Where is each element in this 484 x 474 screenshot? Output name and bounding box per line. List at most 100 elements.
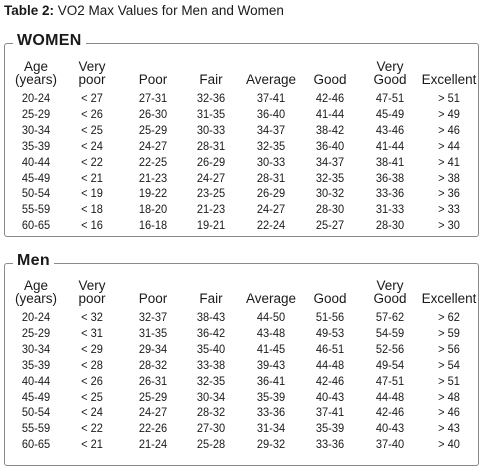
men-cell-4-1: < 26	[81, 373, 103, 388]
women-header-7-line-0: Excellent	[421, 72, 477, 87]
women-cell-3-4: 32-35	[256, 138, 286, 153]
men-cell-3-1: < 28	[81, 357, 103, 372]
women-cell-6-7: > 36	[438, 186, 460, 201]
women-cell-3-2: 24-27	[138, 138, 168, 153]
women-header-5: Good	[300, 73, 360, 87]
women-cell-0-6: 47-51	[375, 91, 405, 105]
men-cell-0-1: < 32	[81, 310, 103, 324]
men-cell-7-5: 35-39	[315, 421, 345, 436]
men-cell-7-6: 40-43	[375, 421, 405, 436]
women-cell-5-7: > 38	[438, 170, 460, 185]
men-header-7: Excellent	[419, 291, 479, 306]
men-header-7-line-0: Excellent	[421, 291, 477, 306]
men-cell-2-2: 29-34	[138, 341, 168, 356]
men-cell-3-4: 39-43	[256, 357, 286, 372]
men-cell-4-4: 36-41	[256, 373, 286, 388]
men-cell-5-6: 44-48	[375, 389, 405, 404]
women-header-4-line-0: Average	[245, 72, 297, 87]
women-cell-4-5: 34-37	[315, 154, 345, 169]
men-cell-5-7: > 48	[438, 389, 460, 404]
women-cell-2-3: 30-33	[196, 122, 226, 137]
men-cell-3-2: 28-32	[138, 357, 168, 372]
women-cell-4-1: < 22	[81, 154, 103, 169]
men-cell-1-1: < 31	[81, 325, 103, 340]
men-cell-0-3: 38-43	[196, 310, 226, 324]
men-cell-0-2: 32-37	[138, 310, 168, 324]
women-cell-0-7: > 51	[438, 91, 460, 105]
men-header-4: Average	[241, 292, 301, 306]
men-header-0-line-1: (years)	[14, 291, 57, 306]
men-header-0-line-0: Age	[23, 278, 49, 293]
men-cell-8-3: 25-28	[196, 437, 226, 452]
men-cell-1-2: 31-35	[138, 325, 168, 340]
caption-label: Table 2:	[4, 3, 55, 18]
women-cell-4-4: 30-33	[256, 154, 286, 169]
women-cell-3-3: 28-31	[196, 138, 226, 153]
men-cell-2-6: 52-56	[375, 341, 405, 356]
women-header-1: Very poor	[62, 60, 122, 87]
women-cell-7-3: 21-23	[196, 202, 226, 217]
women-cell-8-2: 16-18	[138, 218, 168, 233]
women-cell-2-2: 25-29	[138, 122, 168, 137]
women-cell-6-6: 33-36	[375, 186, 405, 201]
men-cell-1-0: 25-29	[21, 325, 51, 340]
men-header-2-line-0: Poor	[138, 291, 168, 306]
men-cell-2-7: > 56	[438, 341, 460, 356]
women-cell-0-5: 42-46	[315, 91, 345, 105]
men-cell-2-1: < 29	[81, 341, 103, 356]
men-cell-8-2: 21-24	[138, 437, 168, 452]
men-header-5: Good	[300, 291, 360, 306]
women-cell-0-2: 27-31	[138, 91, 168, 105]
women-cell-4-3: 26-29	[196, 154, 226, 169]
women-cell-2-4: 34-37	[256, 122, 286, 137]
men-cell-2-3: 35-40	[196, 341, 226, 356]
men-cell-0-4: 44-50	[256, 310, 286, 324]
women-cell-3-5: 36-40	[315, 138, 345, 153]
women-cell-4-0: 40-44	[21, 154, 51, 169]
men-cell-5-1: < 25	[81, 389, 103, 404]
men-cell-1-5: 49-53	[315, 325, 345, 340]
men-cell-5-2: 25-29	[138, 389, 168, 404]
women-cell-6-4: 26-29	[256, 186, 286, 201]
men-cell-3-6: 49-54	[375, 357, 405, 372]
men-header-5-line-0: Good	[313, 291, 347, 306]
men-cell-4-2: 26-31	[138, 373, 168, 388]
women-cell-5-3: 24-27	[196, 170, 226, 185]
men-header-1: Very poor	[62, 279, 122, 306]
women-cell-3-6: 41-44	[375, 138, 405, 153]
women-cell-5-2: 21-23	[138, 170, 168, 185]
men-cell-1-3: 36-42	[196, 325, 226, 340]
men-cell-8-5: 33-36	[315, 437, 345, 452]
women-panel: WOMEN	[4, 32, 479, 237]
women-cell-6-5: 30-32	[315, 186, 345, 201]
women-cell-5-5: 32-35	[315, 170, 345, 185]
men-cell-1-6: 54-59	[375, 325, 405, 340]
men-cell-4-0: 40-44	[21, 373, 51, 388]
women-cell-7-6: 31-33	[375, 202, 405, 217]
women-cell-1-5: 41-44	[315, 106, 345, 121]
women-cell-8-7: > 30	[438, 218, 460, 233]
women-cell-4-6: 38-41	[375, 154, 405, 169]
men-cell-8-1: < 21	[81, 437, 103, 452]
men-cell-7-4: 31-34	[256, 421, 286, 436]
men-header-2: Poor	[123, 291, 183, 306]
men-cell-5-0: 45-49	[21, 389, 51, 404]
men-cell-5-3: 30-34	[196, 389, 226, 404]
men-cell-7-7: > 43	[438, 421, 460, 436]
women-header-3: Fair	[181, 73, 241, 87]
table-caption: Table 2: VO2 Max Values for Men and Wome…	[4, 3, 284, 18]
women-cell-7-2: 18-20	[138, 202, 168, 217]
women-cell-7-5: 28-30	[315, 202, 345, 217]
women-cell-6-3: 23-25	[196, 186, 226, 201]
men-cell-2-4: 41-45	[256, 341, 286, 356]
women-cell-3-1: < 24	[81, 138, 103, 153]
men-cell-8-4: 29-32	[256, 437, 286, 452]
men-header-6-line-1: Good	[373, 291, 407, 306]
women-cell-1-4: 36-40	[256, 106, 286, 121]
men-header-0: Age (years)	[6, 278, 66, 306]
caption-text: VO2 Max Values for Men and Women	[54, 3, 284, 18]
men-cell-8-7: > 40	[438, 437, 460, 452]
women-cell-0-1: < 27	[81, 91, 103, 105]
men-cell-3-7: > 54	[438, 357, 460, 372]
women-header-1-line-1: poor	[78, 72, 106, 87]
